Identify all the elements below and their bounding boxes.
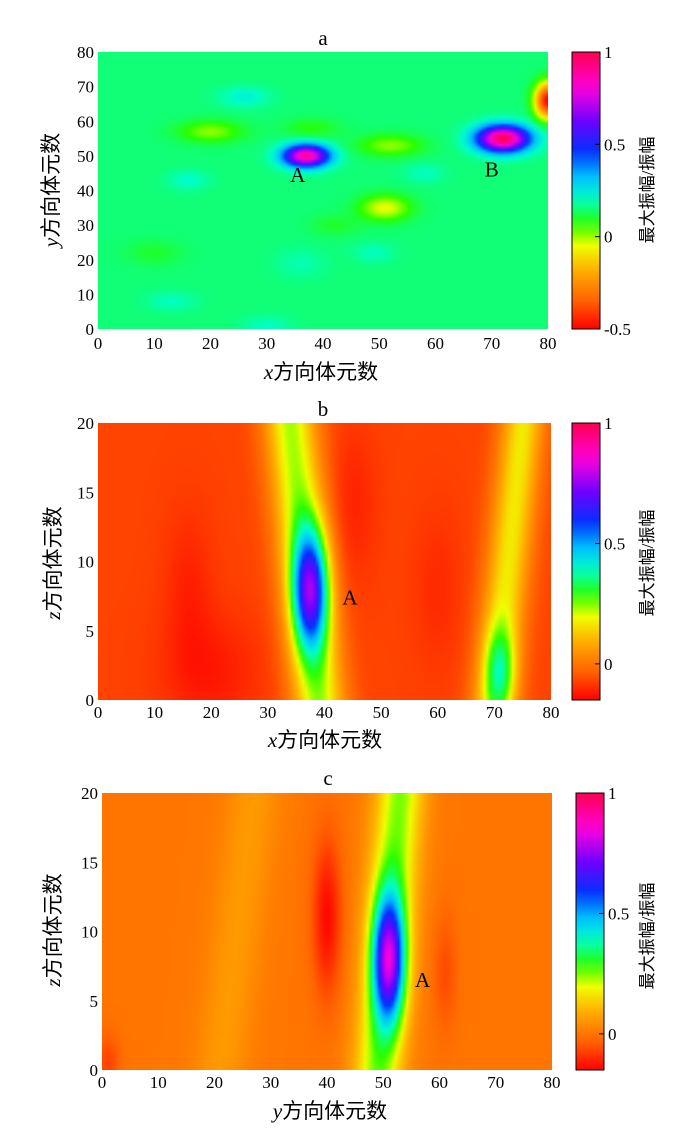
chart-b-colorbar: 00.51 [571,414,625,701]
chart-a-x-tick-label: 80 [540,334,557,353]
chart-a-colorbar-bar [571,51,601,330]
chart-b-colorbar-bar [571,422,601,701]
chart-b-y-tick-label: 10 [77,553,94,572]
chart-a-colorbar-tick-label: 0 [604,228,613,247]
chart-b-x-tick-label: 50 [373,703,390,722]
chart-c-colorbar-bar [575,792,605,1071]
chart-b-annotation-a: A [342,585,358,609]
chart-a-y-tick-label: 20 [77,251,94,270]
chart-c-colorbar-tick-label: 1 [608,784,617,803]
chart-c-colorbar: 00.51 [575,784,629,1071]
chart-a-x-tick-label: 10 [146,334,163,353]
chart-c-x-tick-label: 0 [98,1073,107,1092]
chart-a-y-tick-label: 10 [77,285,94,304]
chart-b-x-tick-label: 30 [259,703,276,722]
chart-c-annotations: A [415,968,431,992]
chart-b-title: b [318,397,329,421]
chart-b-x-label: x方向体元数 [267,728,382,752]
chart-a-y-tick-label: 30 [77,216,94,235]
chart-c-x-tick-label: 70 [487,1073,504,1092]
chart-b-x-tick-label: 40 [316,703,333,722]
chart-c-y-label: z方向体元数 [41,873,65,987]
chart-c-x-tick-label: 50 [375,1073,392,1092]
chart-c-title: c [323,766,332,790]
chart-a-y-tick-label: 40 [77,182,94,201]
chart-panel-b: b 0 10 20 30 40 50 60 70 80 0 5 10 15 20 0 0.5 1 A x方向… [0,380,700,760]
chart-a-y-label: y方向体元数 [39,133,63,249]
chart-a-x-tick-label: 0 [94,334,103,353]
chart-panel-c: c 0 10 20 30 40 50 60 70 80 0 5 10 15 20 0 0.5 1 A y方向… [0,760,700,1137]
chart-b-y-tick-label: 15 [77,483,94,502]
chart-a-heatmap-image [98,52,548,329]
chart-a-colorbar-tick-label: -0.5 [604,320,631,339]
chart-b-x-tick-label: 60 [429,703,446,722]
chart-a-y-tick-label: 70 [77,78,94,97]
chart-c-y-tick-label: 20 [81,784,98,803]
chart-c-heatmap-image [102,793,552,1070]
chart-a-colorbar-tick-label: 0.5 [604,135,625,154]
chart-a-x-label: x方向体元数 [263,360,378,384]
chart-b-colorbar-label: 最大振幅/振幅 [638,510,657,617]
chart-b-heatmap-image [98,423,551,700]
chart-a-y-tick-label: 50 [77,147,94,166]
chart-c-x-tick-label: 80 [544,1073,561,1092]
chart-b-x-tick-label: 10 [146,703,163,722]
chart-c-y-ticks: 0 5 10 15 20 [81,784,98,1080]
chart-c-colorbar-tick-label: 0.5 [608,904,629,923]
chart-b-annotations: A [342,585,358,609]
chart-c-x-label: y方向体元数 [271,1099,387,1123]
chart-b-y-tick-label: 0 [86,691,95,710]
chart-a-x-ticks: 0 10 20 30 40 50 60 70 80 [94,334,557,353]
chart-b-x-tick-label: 70 [486,703,503,722]
chart-c-plot-area [102,793,552,1070]
chart-a-y-tick-label: 0 [86,320,95,339]
chart-a-title: a [318,26,328,50]
chart-a-x-tick-label: 40 [315,334,332,353]
chart-b-x-tick-label: 80 [543,703,560,722]
chart-c-y-tick-label: 10 [81,923,98,942]
chart-a-colorbar: -0.5 0 0.5 1 [571,43,631,339]
chart-a-x-tick-label: 60 [427,334,444,353]
chart-a-colorbar-tick-label: 1 [604,43,613,62]
chart-c-x-tick-label: 60 [431,1073,448,1092]
chart-c-x-ticks: 0 10 20 30 40 50 60 70 80 [98,1073,561,1092]
chart-b-x-tick-label: 20 [203,703,220,722]
chart-a-y-tick-label: 80 [77,43,94,62]
chart-c-annotation-a: A [415,968,431,992]
chart-b-plot-area [98,423,551,700]
chart-a-y-ticks: 0 10 20 30 40 50 60 70 80 [77,43,94,339]
chart-a-x-tick-label: 20 [202,334,219,353]
chart-a-annotation-b: B [485,158,499,182]
chart-a-colorbar-label: 最大振幅/振幅 [638,137,657,244]
chart-b-y-label: z方向体元数 [41,506,65,620]
chart-a-annotation-a: A [290,163,306,187]
chart-c-colorbar-label: 最大振幅/振幅 [638,883,657,990]
chart-c-x-tick-label: 20 [206,1073,223,1092]
chart-panel-a: a 0 10 20 30 40 50 60 70 80 0 10 20 30 40 50 60 70 80 -0… [0,0,700,384]
chart-b-x-tick-label: 0 [94,703,103,722]
chart-c-x-tick-label: 10 [150,1073,167,1092]
chart-a-plot-area [98,52,548,329]
chart-c-x-tick-label: 40 [319,1073,336,1092]
chart-c-x-tick-label: 30 [262,1073,279,1092]
chart-b-colorbar-tick-label: 0 [604,655,613,674]
chart-b-y-tick-label: 20 [77,414,94,433]
chart-a-x-tick-label: 50 [371,334,388,353]
chart-b-colorbar-tick-label: 0.5 [604,534,625,553]
chart-c-colorbar-tick-label: 0 [608,1025,617,1044]
chart-a-x-tick-label: 30 [258,334,275,353]
chart-c-y-tick-label: 15 [81,853,98,872]
chart-b-colorbar-tick-label: 1 [604,414,613,433]
chart-b-y-tick-label: 5 [86,622,95,641]
chart-a-x-tick-label: 70 [483,334,500,353]
chart-a-y-tick-label: 60 [77,112,94,131]
chart-c-y-tick-label: 5 [90,992,99,1011]
chart-b-x-ticks: 0 10 20 30 40 50 60 70 80 [94,703,560,722]
chart-b-y-ticks: 0 5 10 15 20 [77,414,94,710]
chart-c-y-tick-label: 0 [90,1061,99,1080]
